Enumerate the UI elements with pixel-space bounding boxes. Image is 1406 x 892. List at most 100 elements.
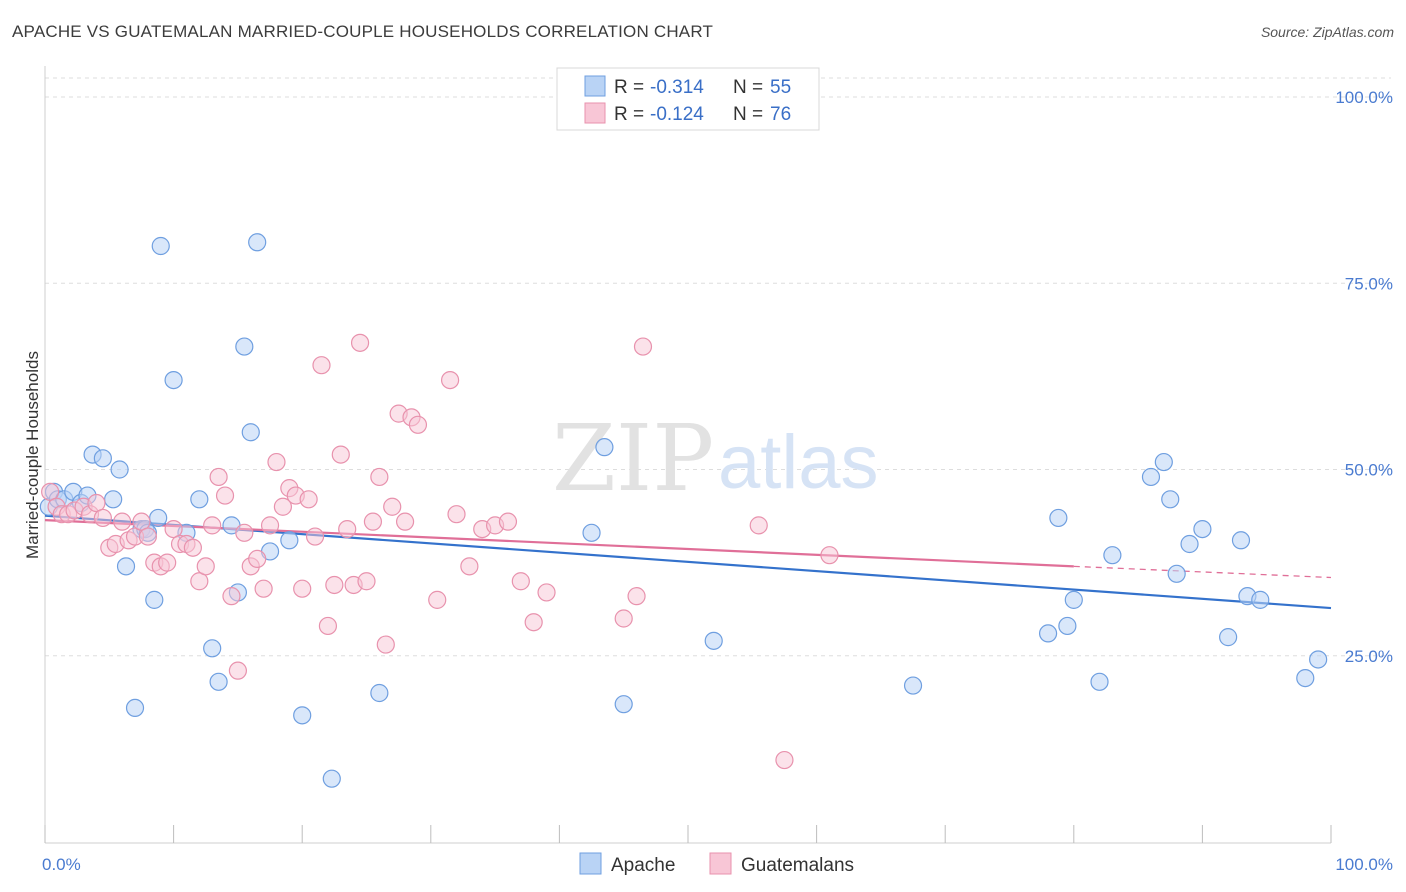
guatemalans-point xyxy=(428,590,447,609)
legend-r-label-guatemalans: R = xyxy=(614,104,644,125)
apache-point xyxy=(1103,546,1122,565)
legend-n-label-guatemalans: N = xyxy=(733,104,763,125)
apache-point xyxy=(151,236,170,256)
apache-point xyxy=(704,631,723,650)
guatemalans-point xyxy=(260,516,280,535)
guatemalans-point xyxy=(408,415,428,434)
y-tick-label: 50.0% xyxy=(1345,461,1393,480)
guatemalans-point xyxy=(312,356,331,375)
apache-point xyxy=(293,706,312,725)
guatemalans-point xyxy=(350,333,370,352)
guatemalans-point xyxy=(537,583,556,602)
guatemalans-point xyxy=(183,538,202,557)
guatemalans-point xyxy=(633,337,653,356)
bottom-legend-apache: Apache xyxy=(611,855,675,876)
guatemalans-point xyxy=(228,661,247,680)
axes xyxy=(44,66,1332,844)
guatemalans-point xyxy=(293,579,312,598)
watermark-zip: ZIP xyxy=(552,405,714,512)
guatemalans-point xyxy=(383,497,402,516)
guatemalans-point xyxy=(357,572,376,591)
tick-labels: 100.0% 75.0% 50.0% 25.0% 0.0% 100.0% xyxy=(42,88,1393,874)
bottom-swatch-guatemalans xyxy=(709,852,732,875)
guatemalans-point xyxy=(196,557,215,576)
apache-point xyxy=(1141,467,1161,487)
apache-point xyxy=(1058,616,1077,636)
guatemalans-point xyxy=(158,553,177,572)
guatemalans-point xyxy=(395,512,415,531)
bottom-swatch-apache xyxy=(579,852,602,875)
watermark: ZIP atlas xyxy=(552,405,879,512)
apache-point xyxy=(1167,564,1186,583)
apache-trend-line xyxy=(44,514,1332,610)
legend-n-value-guatemalans: 76 xyxy=(770,104,791,125)
guatemalans-point xyxy=(440,371,460,390)
guatemalans-point xyxy=(267,452,286,472)
legend-r-value-guatemalans: -0.124 xyxy=(650,104,704,125)
guatemalans-point xyxy=(209,467,228,487)
apache-point xyxy=(110,460,129,479)
guatemalans-point xyxy=(498,512,518,531)
y-tick-label: 100.0% xyxy=(1335,88,1393,107)
guatemalans-points xyxy=(41,333,839,770)
guatemalans-point xyxy=(113,512,132,531)
legend-r-value-apache: -0.314 xyxy=(650,77,704,98)
guatemalans-point xyxy=(235,523,254,542)
apache-point xyxy=(614,695,633,714)
chart-title: APACHE VS GUATEMALAN MARRIED-COUPLE HOUS… xyxy=(12,22,714,41)
legend-n-value-apache: 55 xyxy=(770,77,791,98)
guatemalans-point xyxy=(627,587,646,606)
guatemalans-point xyxy=(820,546,839,565)
apache-point xyxy=(1193,519,1212,539)
watermark-atlas: atlas xyxy=(718,420,879,505)
guatemalans-point xyxy=(447,505,466,524)
legend-n-label-apache: N = xyxy=(733,77,763,98)
guatemalans-point xyxy=(248,549,267,569)
apache-point xyxy=(1251,590,1270,609)
apache-point xyxy=(1161,490,1180,509)
apache-point xyxy=(1064,590,1083,609)
guatemalans-point xyxy=(749,516,768,535)
guatemalans-point xyxy=(614,609,633,628)
apache-point xyxy=(209,672,228,691)
legend-swatch-apache xyxy=(584,75,606,97)
x-tick-label: 0.0% xyxy=(42,855,81,874)
guatemalans-point xyxy=(325,575,344,595)
guatemalans-point xyxy=(318,616,338,636)
guatemalans-point xyxy=(215,486,235,505)
apache-point xyxy=(164,371,183,390)
guatemalans-point xyxy=(254,579,273,598)
apache-point xyxy=(582,523,601,542)
apache-point xyxy=(149,508,168,528)
x-tick-label: 100.0% xyxy=(1335,855,1393,874)
apache-point xyxy=(116,557,136,576)
apache-point xyxy=(1180,534,1199,554)
apache-point xyxy=(1219,628,1238,647)
apache-point xyxy=(1154,452,1173,472)
y-axis-label: Married-couple Households xyxy=(23,351,42,559)
stats-legend: R = -0.314 N = 55 R = -0.124 N = 76 xyxy=(556,67,820,131)
apache-point xyxy=(93,449,112,468)
apache-point xyxy=(1049,508,1068,528)
bottom-legend-guatemalans: Guatemalans xyxy=(741,855,854,876)
y-tick-label: 25.0% xyxy=(1345,647,1393,666)
guatemalans-point xyxy=(299,490,318,509)
apache-point xyxy=(1309,650,1328,669)
guatemalans-point xyxy=(460,557,479,576)
guatemalans-point xyxy=(370,467,389,487)
guatemalans-point xyxy=(775,750,794,770)
apache-point xyxy=(190,490,209,509)
apache-point xyxy=(203,639,222,658)
guatemalans-point xyxy=(305,527,325,546)
apache-point xyxy=(248,233,267,252)
apache-point xyxy=(322,769,341,788)
guatemalans-point xyxy=(338,519,357,539)
apache-point xyxy=(1231,531,1251,550)
apache-point xyxy=(370,683,389,703)
apache-point xyxy=(595,438,614,457)
guatemalans-point xyxy=(331,445,350,464)
guatemalans-point xyxy=(363,512,383,531)
apache-point xyxy=(1090,672,1109,691)
series-legend: Apache Guatemalans xyxy=(579,852,854,876)
